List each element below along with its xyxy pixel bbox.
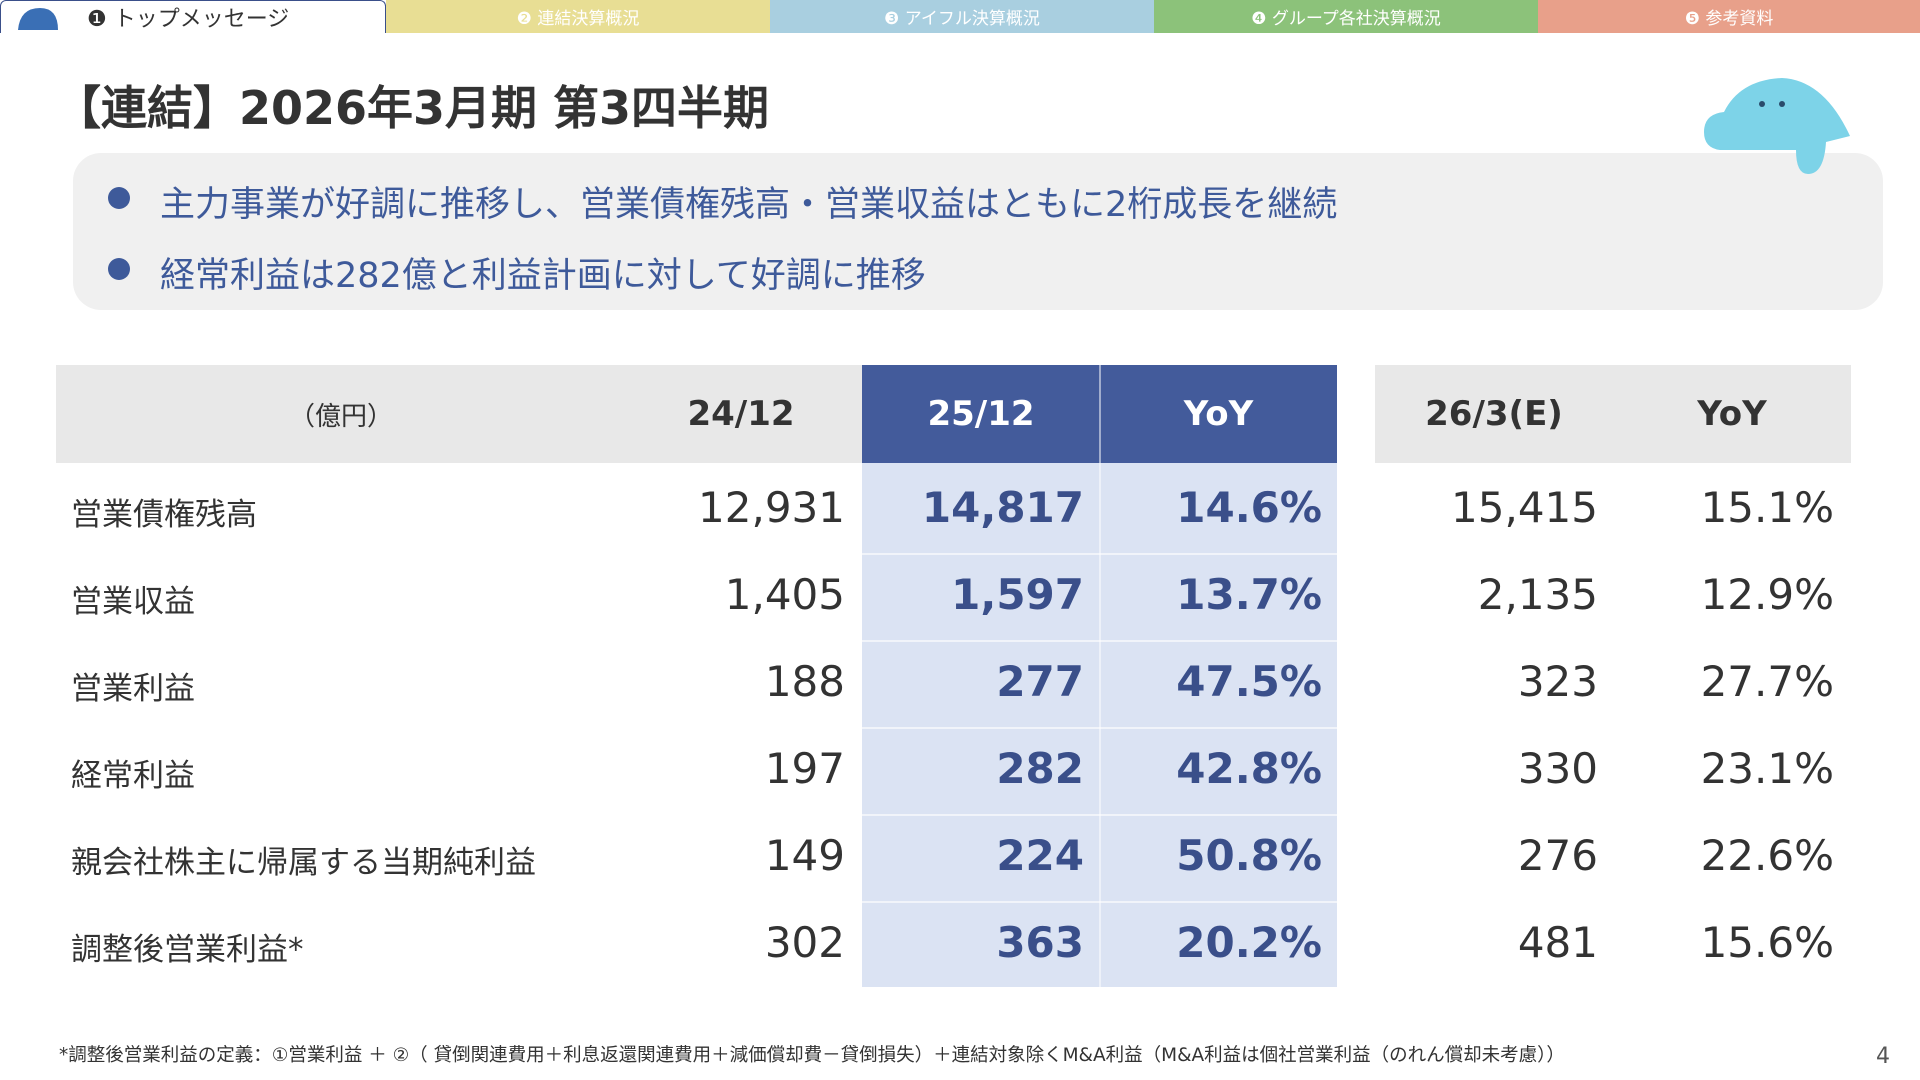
cell-value: 27.7% — [1700, 657, 1834, 706]
cell-value: 47.5% — [1176, 657, 1322, 706]
cell-value: 15.6% — [1700, 918, 1834, 967]
cell-value: 481 — [1517, 918, 1598, 967]
tab[interactable]: ❺ 参考資料 — [1538, 0, 1920, 33]
header-cell: YoY — [1697, 394, 1767, 434]
header-cell: 25/12 — [927, 394, 1035, 434]
cell-value: 15,415 — [1451, 483, 1598, 532]
cell-value: 12.9% — [1700, 570, 1834, 619]
results-table: （億円） 24/12 25/12 YoY 26/3(E) YoY 営業債権残高 12,931 1… — [56, 365, 1851, 987]
cell-value: 277 — [996, 657, 1084, 706]
row-label: 営業利益 — [71, 671, 195, 707]
row-label: 親会社株主に帰属する当期純利益 — [71, 845, 536, 881]
row-divider — [862, 813, 1337, 816]
cell-value: 23.1% — [1700, 744, 1834, 793]
cell-value: 2,135 — [1477, 570, 1598, 619]
cell-value: 14,817 — [921, 483, 1084, 532]
header-bg — [56, 365, 862, 463]
tab-bar: ❶ トップメッセージ ❷ 連結決算概況 ❸ アイフル決算概況 ❹ グループ各社決… — [0, 0, 1920, 33]
bullet-dot — [108, 187, 130, 209]
cell-value: 149 — [764, 831, 845, 880]
cell-value: 224 — [996, 831, 1084, 880]
bullet-text: 経常利益は282億と利益計画に対して好調に推移 — [160, 256, 926, 296]
cell-value: 188 — [764, 657, 845, 706]
cell-value: 276 — [1517, 831, 1598, 880]
row-label: 調整後営業利益* — [71, 932, 304, 968]
bullet-dot — [108, 258, 130, 280]
tab[interactable]: ❹ グループ各社決算概況 — [1154, 0, 1538, 33]
slide-title: 【連結】2026年3月期 第3四半期 — [55, 81, 770, 135]
header-cell: （億円） — [288, 401, 393, 432]
cell-value: 42.8% — [1176, 744, 1322, 793]
header-cell: YoY — [1183, 394, 1254, 434]
page-number: 4 — [1876, 1044, 1890, 1069]
column-divider — [1099, 365, 1101, 987]
bullet-text: 主力事業が好調に推移し、営業債権残高・営業収益はともに2桁成長を継続 — [160, 185, 1338, 225]
cell-value: 197 — [764, 744, 845, 793]
cell-value: 363 — [996, 918, 1084, 967]
cell-value: 323 — [1517, 657, 1598, 706]
tab[interactable]: ❶ トップメッセージ — [0, 0, 386, 33]
cell-value: 13.7% — [1176, 570, 1322, 619]
header-bg — [1375, 365, 1851, 463]
row-divider — [862, 900, 1337, 903]
tab[interactable]: ❷ 連結決算概況 — [386, 0, 770, 33]
cell-value: 1,597 — [951, 570, 1084, 619]
row-label: 営業債権残高 — [71, 497, 257, 533]
cell-value: 1,405 — [724, 570, 845, 619]
row-label: 営業収益 — [71, 584, 195, 620]
cell-value: 282 — [996, 744, 1084, 793]
summary-box — [73, 153, 1883, 310]
cell-value: 15.1% — [1700, 483, 1834, 532]
row-divider — [862, 552, 1337, 555]
cell-value: 302 — [764, 918, 845, 967]
cell-value: 14.6% — [1176, 483, 1322, 532]
cell-value: 12,931 — [698, 483, 845, 532]
row-divider — [862, 726, 1337, 729]
cell-value: 22.6% — [1700, 831, 1834, 880]
tab[interactable]: ❸ アイフル決算概況 — [770, 0, 1154, 33]
header-cell: 26/3(E) — [1425, 394, 1563, 434]
mascot — [1704, 78, 1850, 174]
cell-value: 20.2% — [1176, 918, 1322, 967]
cell-value: 330 — [1517, 744, 1598, 793]
cell-value: 50.8% — [1176, 831, 1322, 880]
tab-icon — [18, 8, 58, 30]
footnote: *調整後営業利益の定義：①営業利益 ＋ ②（ 貸倒関連費用＋利息返還関連費用＋減… — [59, 1045, 1565, 1066]
row-divider — [862, 639, 1337, 642]
row-label: 経常利益 — [71, 758, 195, 794]
header-cell: 24/12 — [687, 394, 795, 434]
